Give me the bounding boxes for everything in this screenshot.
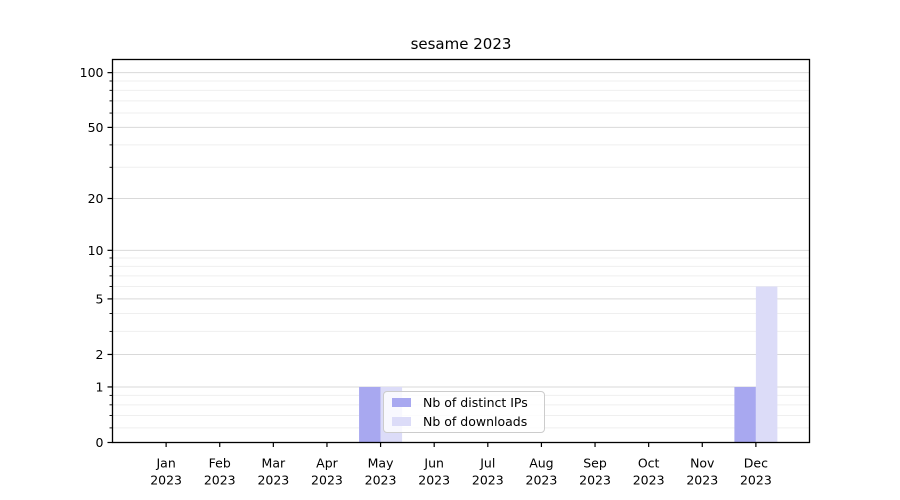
x-tick-label-year: 2023 [257,473,289,488]
x-tick-label-month: Aug [529,456,553,471]
bar-nb-of-distinct-ips-dec [734,386,756,443]
y-tick-label: 100 [80,65,104,80]
x-tick-label-year: 2023 [740,473,772,488]
x-tick-label-year: 2023 [686,473,718,488]
legend-swatch-downloads [392,417,411,426]
x-tick-label-month: Jan [155,456,175,471]
y-tick-label: 50 [88,120,104,135]
legend-label-distinct-ips: Nb of distinct IPs [423,395,528,410]
x-tick-label-month: Feb [209,456,231,471]
x-tick-label-year: 2023 [526,473,558,488]
bar-nb-of-distinct-ips-may [359,386,381,443]
x-tick-label-month: May [368,456,394,471]
y-tick-label: 1 [96,379,104,394]
y-tick-label: 2 [96,347,104,362]
x-tick-label-year: 2023 [150,473,182,488]
y-tick-label: 5 [96,291,104,306]
legend-label-downloads: Nb of downloads [423,414,528,429]
x-tick-label-month: Sep [583,456,607,471]
x-tick-label-year: 2023 [204,473,236,488]
legend-swatch-distinct-ips [392,398,411,407]
x-tick-label-year: 2023 [472,473,504,488]
chart-legend: Nb of distinct IPs Nb of downloads [383,391,545,433]
y-tick-label: 0 [96,435,104,450]
x-tick-label-year: 2023 [418,473,450,488]
y-tick-label: 20 [88,191,104,206]
y-tick-label: 10 [88,243,104,258]
x-tick-label-year: 2023 [365,473,397,488]
x-tick-label-month: Dec [744,456,768,471]
x-tick-label-month: Jul [479,456,495,471]
x-tick-label-year: 2023 [633,473,665,488]
bar-nb-of-downloads-dec [755,286,778,443]
legend-item-downloads: Nb of downloads [392,414,544,429]
x-tick-label-month: Nov [690,456,715,471]
chart-title: sesame 2023 [410,35,512,53]
x-tick-label-month: Jun [423,456,444,471]
x-tick-label-month: Mar [262,456,286,471]
x-tick-label-year: 2023 [579,473,611,488]
plot-frame [111,58,811,444]
legend-item-distinct-ips: Nb of distinct IPs [392,395,544,410]
x-tick-label-month: Oct [638,456,660,471]
x-tick-label-year: 2023 [311,473,343,488]
x-tick-label-month: Apr [316,456,338,471]
